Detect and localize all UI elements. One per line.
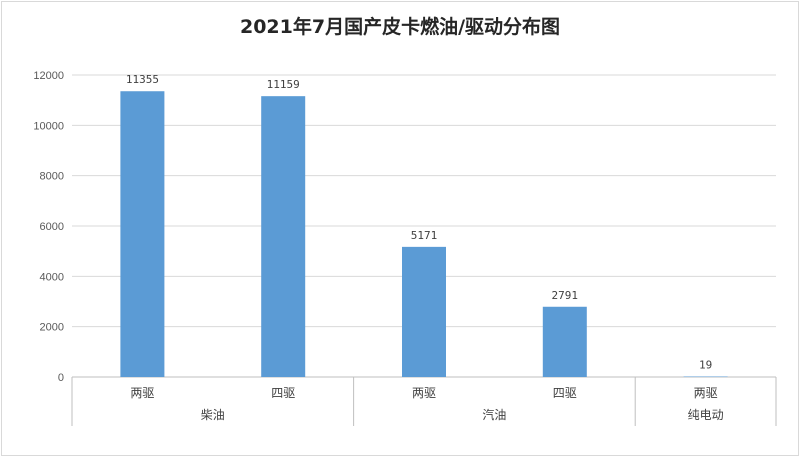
x-category-label: 两驱 xyxy=(130,386,154,400)
y-tick-label: 8000 xyxy=(40,171,64,183)
y-tick-label: 4000 xyxy=(40,271,64,283)
x-group-label: 柴油 xyxy=(201,408,225,422)
x-category-label: 两驱 xyxy=(694,386,718,400)
y-tick-label: 2000 xyxy=(40,322,64,334)
y-tick-label: 12000 xyxy=(33,70,64,82)
bar xyxy=(261,96,306,378)
bar xyxy=(120,91,165,378)
x-category-label: 四驱 xyxy=(271,386,295,400)
y-tick-label: 10000 xyxy=(33,120,64,132)
data-label: 2791 xyxy=(552,289,579,302)
chart-title: 2021年7月国产皮卡燃油/驱动分布图 xyxy=(239,16,561,38)
bar xyxy=(683,376,728,378)
data-label: 5171 xyxy=(411,229,438,242)
y-tick-label: 6000 xyxy=(40,221,64,233)
data-label: 11159 xyxy=(267,78,300,91)
data-label: 19 xyxy=(699,359,712,372)
data-label: 11355 xyxy=(126,73,159,86)
y-tick-label: 0 xyxy=(58,372,64,384)
bar xyxy=(402,246,446,377)
x-group-label: 汽油 xyxy=(482,407,506,422)
x-category-label: 两驱 xyxy=(412,386,436,400)
bar xyxy=(542,306,587,377)
x-category-label: 四驱 xyxy=(553,386,577,400)
x-group-label: 纯电动 xyxy=(688,408,724,422)
